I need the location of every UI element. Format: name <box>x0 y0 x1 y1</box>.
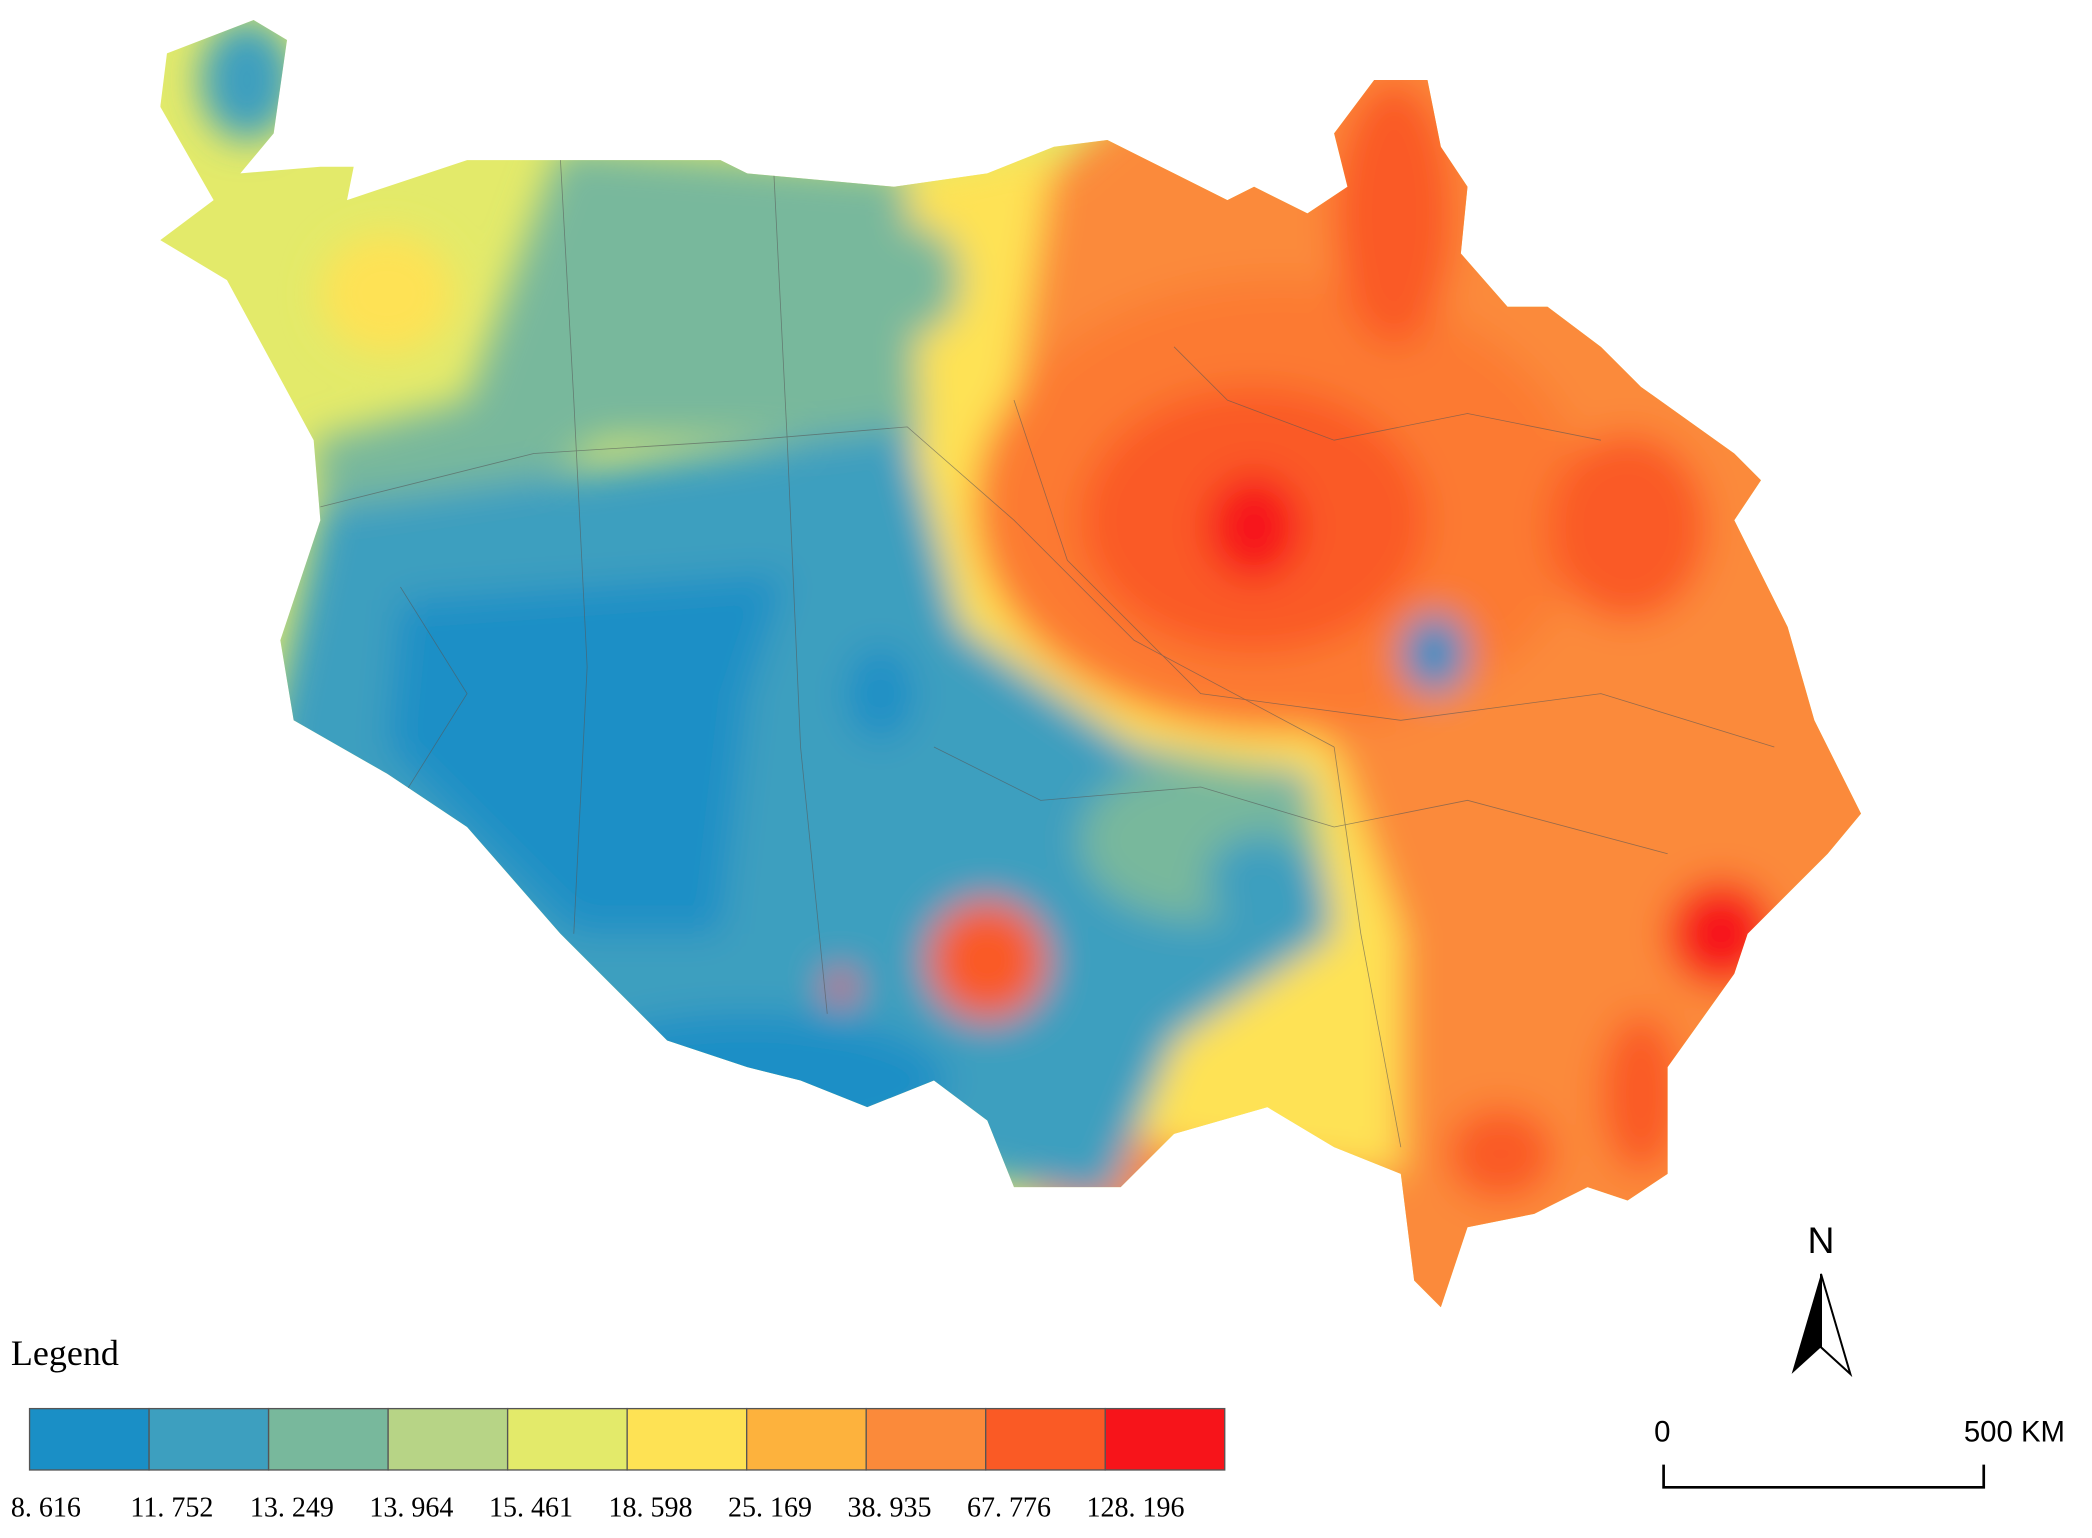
legend-break-label: 15. 461 <box>489 1492 573 1523</box>
legend-break-label: 11. 752 <box>130 1492 213 1523</box>
legend-swatch <box>506 1407 628 1471</box>
north-arrow-right <box>1820 1273 1853 1378</box>
legend-break-label: 8. 616 <box>11 1492 81 1523</box>
legend-swatch <box>387 1407 509 1471</box>
boundary-lines <box>320 160 1775 1148</box>
legend-swatch <box>865 1407 987 1471</box>
legend-break-label: 18. 598 <box>608 1492 692 1523</box>
legend-break-label: 67. 776 <box>967 1492 1051 1523</box>
scale-bar-line <box>1662 1464 1986 1489</box>
legend-break-label: 128. 196 <box>1087 1492 1185 1523</box>
legend-swatch <box>148 1407 270 1471</box>
legend-break-label: 25. 169 <box>728 1492 812 1523</box>
legend-swatch <box>1104 1407 1226 1471</box>
scale-label: 500 KM <box>1964 1416 2065 1449</box>
legend-break-label: 13. 249 <box>250 1492 334 1523</box>
legend-break-label: 13. 964 <box>369 1492 453 1523</box>
legend-swatch <box>985 1407 1106 1471</box>
scale-label: 0 <box>1654 1416 1670 1449</box>
legend-break-label: 38. 935 <box>848 1492 932 1523</box>
north-arrow-left <box>1791 1273 1822 1374</box>
legend-swatch <box>28 1407 150 1471</box>
north-arrow: N <box>1791 1219 1853 1378</box>
scale-bar: 0 500 KM <box>1654 1416 2065 1489</box>
legend-swatch <box>746 1407 867 1471</box>
legend: 8. 616 11. 752 13. 249 13. 964 15. 461 18. 59… <box>11 1407 1226 1523</box>
legend-swatch <box>626 1407 748 1471</box>
legend-swatch <box>267 1407 389 1471</box>
legend-title: Legend <box>11 1333 119 1373</box>
north-label: N <box>1808 1219 1835 1261</box>
